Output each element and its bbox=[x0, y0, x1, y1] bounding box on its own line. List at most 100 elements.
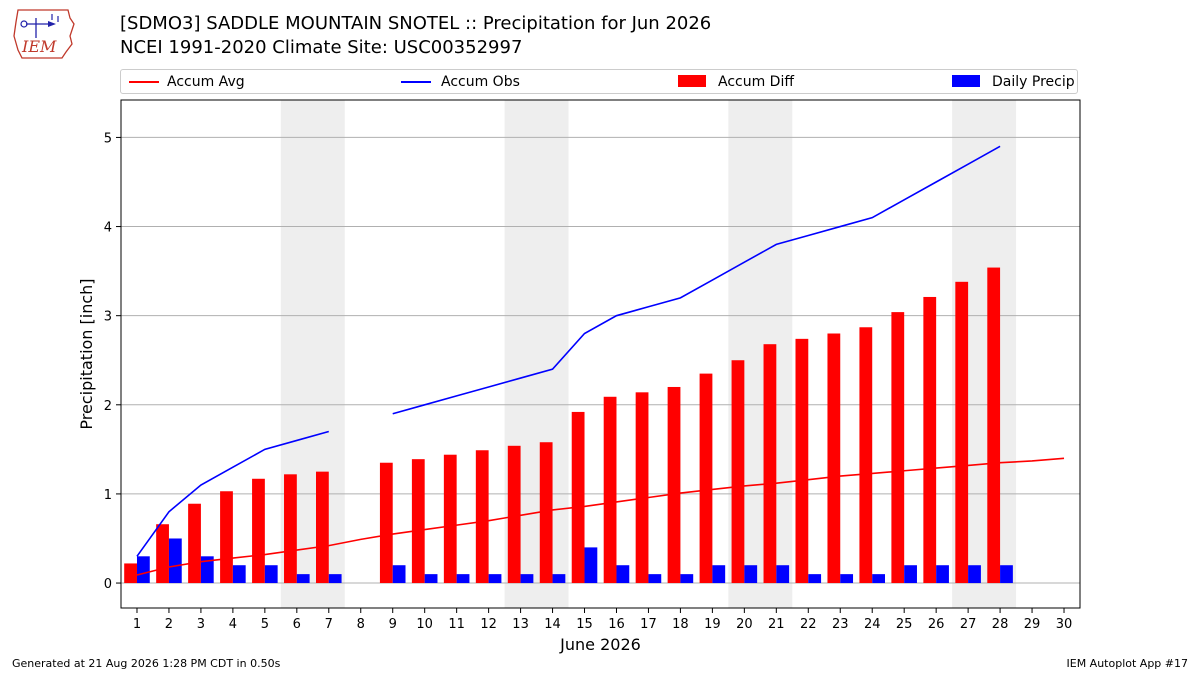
x-tick-label-30: 30 bbox=[1056, 617, 1073, 632]
accum-avg-line-segment-1 bbox=[136, 457, 1065, 576]
daily-precip-bar-day-24 bbox=[872, 574, 886, 584]
accum-diff-bar-day-2 bbox=[156, 524, 169, 584]
daily-precip-bar-day-9 bbox=[392, 565, 406, 584]
accum-diff-bar-day-6 bbox=[284, 474, 297, 584]
daily-precip-bar-day-26 bbox=[936, 565, 949, 584]
daily-precip-bar-day-28 bbox=[1000, 565, 1013, 584]
accum-diff-bar-day-13 bbox=[507, 445, 521, 584]
accum-diff-bar-day-10 bbox=[411, 459, 425, 584]
x-tick-label-6: 6 bbox=[293, 617, 301, 632]
y-axis-label: Precipitation [inch] bbox=[77, 278, 96, 429]
daily-precip-bar-day-23 bbox=[840, 574, 854, 584]
accum-diff-bar-day-1 bbox=[124, 563, 137, 584]
iem-iowa-logo-icon: IEM bbox=[13, 9, 75, 59]
accum-diff-bar-day-18 bbox=[667, 386, 681, 584]
x-tick-label-7: 7 bbox=[325, 617, 333, 632]
legend-swatch-accum-obs bbox=[401, 81, 431, 83]
accum-diff-bar-day-26 bbox=[923, 296, 937, 584]
daily-precip-bar-day-5 bbox=[264, 565, 278, 584]
accum-diff-bar-day-12 bbox=[475, 450, 489, 584]
daily-precip-bar-day-3 bbox=[200, 556, 214, 584]
daily-precip-bar-day-20 bbox=[744, 565, 758, 584]
accum-diff-bar-day-16 bbox=[603, 396, 617, 584]
daily-precip-bar-day-7 bbox=[328, 574, 342, 584]
x-tick-label-26: 26 bbox=[928, 617, 945, 632]
accum-diff-bar-day-14 bbox=[539, 442, 553, 584]
daily-precip-bar-day-11 bbox=[456, 574, 470, 584]
legend-label-accum-obs: Accum Obs bbox=[441, 74, 520, 90]
accum-diff-bar-day-5 bbox=[252, 478, 265, 584]
x-tick-label-15: 15 bbox=[576, 617, 593, 632]
legend-label-accum-diff: Accum Diff bbox=[718, 74, 795, 90]
x-tick-label-24: 24 bbox=[864, 617, 881, 632]
accum-diff-bar-day-27 bbox=[955, 281, 969, 584]
daily-precip-bar-day-21 bbox=[776, 565, 790, 584]
x-tick-label-19: 19 bbox=[704, 617, 721, 632]
x-tick-label-28: 28 bbox=[992, 617, 1009, 632]
daily-precip-bar-day-27 bbox=[968, 565, 981, 584]
x-tick-label-12: 12 bbox=[480, 617, 497, 632]
accum-diff-bar-day-11 bbox=[443, 454, 457, 584]
accum-diff-bar-day-4 bbox=[220, 491, 233, 584]
daily-precip-bar-day-18 bbox=[680, 574, 694, 584]
accum-diff-bar-day-7 bbox=[315, 471, 329, 584]
legend-label-daily-precip: Daily Precip bbox=[992, 74, 1075, 90]
daily-precip-bar-day-14 bbox=[552, 574, 566, 584]
daily-precip-bar-day-2 bbox=[168, 538, 182, 584]
x-tick-label-29: 29 bbox=[1024, 617, 1041, 632]
svg-text:IEM: IEM bbox=[21, 37, 57, 56]
x-tick-label-8: 8 bbox=[357, 617, 365, 632]
x-tick-label-5: 5 bbox=[261, 617, 269, 632]
x-tick-label-25: 25 bbox=[896, 617, 913, 632]
chart-legend: Accum Avg Accum Obs Accum Diff Daily Pre… bbox=[120, 69, 1078, 94]
x-tick-label-13: 13 bbox=[512, 617, 529, 632]
legend-label-accum-avg: Accum Avg bbox=[167, 74, 245, 90]
footer-app: IEM Autoplot App #17 bbox=[1066, 657, 1189, 670]
daily-precip-bar-day-10 bbox=[424, 574, 438, 584]
x-tick-label-23: 23 bbox=[832, 617, 849, 632]
x-axis-label: June 2026 bbox=[559, 635, 641, 654]
accum-obs-line-segment-1 bbox=[136, 430, 329, 557]
y-tick-label-4: 4 bbox=[104, 221, 112, 236]
y-tick-label-0: 0 bbox=[104, 577, 112, 592]
daily-precip-bar-day-6 bbox=[296, 574, 310, 584]
accum-obs-line-segment-2 bbox=[392, 145, 1001, 415]
accum-diff-bar-day-25 bbox=[891, 312, 905, 584]
legend-swatch-accum-diff bbox=[678, 75, 706, 87]
x-tick-label-1: 1 bbox=[133, 617, 141, 632]
daily-precip-bar-day-17 bbox=[648, 574, 662, 584]
y-tick-label-2: 2 bbox=[104, 399, 112, 414]
x-tick-label-16: 16 bbox=[608, 617, 625, 632]
daily-precip-bar-day-4 bbox=[232, 565, 246, 584]
daily-precip-bar-day-22 bbox=[808, 574, 822, 584]
y-tick-label-3: 3 bbox=[104, 310, 112, 325]
x-tick-label-14: 14 bbox=[544, 617, 561, 632]
x-tick-label-20: 20 bbox=[736, 617, 753, 632]
accum-diff-bar-day-20 bbox=[731, 360, 745, 584]
legend-swatch-accum-avg bbox=[129, 81, 159, 83]
daily-precip-bar-day-16 bbox=[616, 565, 630, 584]
daily-precip-bar-day-15 bbox=[584, 547, 598, 584]
x-tick-label-22: 22 bbox=[800, 617, 817, 632]
plot-area-frame bbox=[120, 99, 1081, 609]
accum-diff-bar-day-17 bbox=[635, 392, 649, 584]
x-tick-label-27: 27 bbox=[960, 617, 977, 632]
accum-diff-bar-day-9 bbox=[379, 462, 393, 584]
legend-swatch-daily-precip bbox=[952, 75, 980, 87]
x-tick-label-10: 10 bbox=[416, 617, 433, 632]
daily-precip-bar-day-25 bbox=[904, 565, 917, 584]
x-tick-label-18: 18 bbox=[672, 617, 689, 632]
accum-diff-bar-day-21 bbox=[763, 344, 777, 584]
y-tick-label-1: 1 bbox=[104, 488, 112, 503]
x-tick-label-3: 3 bbox=[197, 617, 205, 632]
title-line-2: NCEI 1991-2020 Climate Site: USC00352997 bbox=[120, 37, 523, 58]
accum-diff-bar-day-15 bbox=[571, 411, 585, 584]
x-tick-label-21: 21 bbox=[768, 617, 785, 632]
accum-diff-bar-day-22 bbox=[795, 338, 809, 584]
daily-precip-bar-day-19 bbox=[712, 565, 726, 584]
x-tick-label-17: 17 bbox=[640, 617, 657, 632]
accum-diff-bar-day-24 bbox=[859, 327, 873, 584]
x-tick-label-11: 11 bbox=[448, 617, 465, 632]
accum-diff-bar-day-19 bbox=[699, 373, 713, 584]
